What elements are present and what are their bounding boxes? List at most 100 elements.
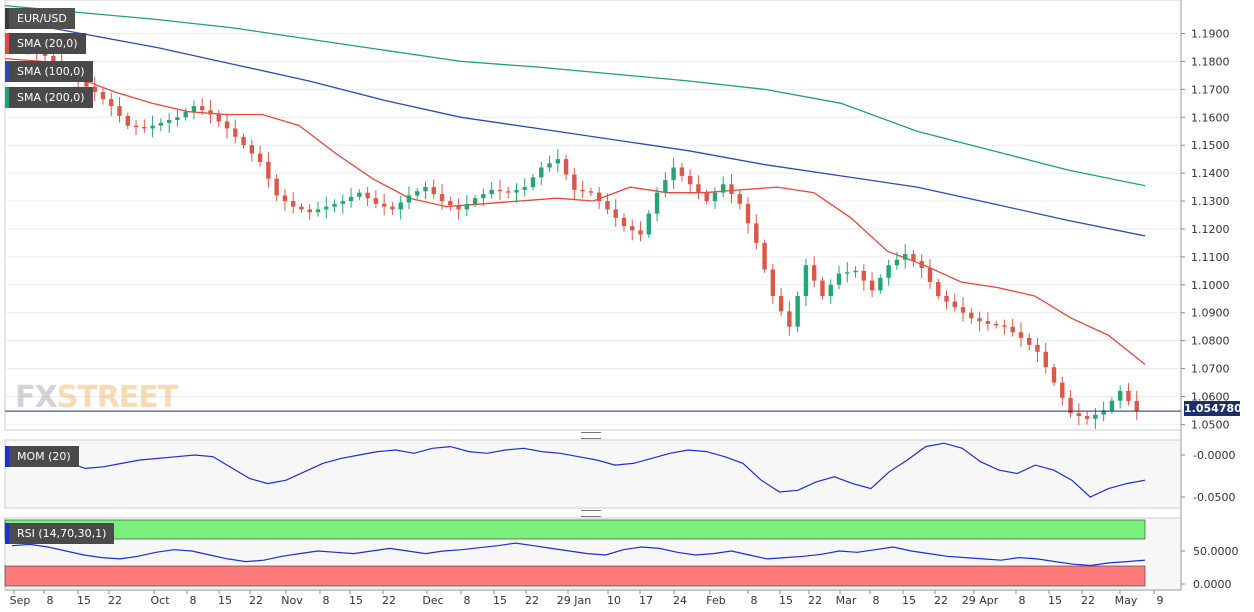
candle-down [944, 295, 949, 302]
candle-up [1093, 414, 1098, 419]
candle-down [911, 254, 916, 262]
candle-down [613, 209, 618, 218]
x-tick-label: 15 [1048, 594, 1062, 607]
x-tick-label: 8 [190, 594, 197, 607]
candle-up [406, 195, 412, 203]
grid [4, 0, 1182, 591]
candle-up [332, 203, 337, 207]
candle-down [1084, 416, 1090, 419]
rsi-tick-label: 50.0000 [1193, 545, 1239, 558]
candle-down [381, 203, 387, 207]
candle-down [290, 201, 296, 207]
candle-down [729, 184, 734, 195]
x-tick-label: 15 [349, 594, 363, 607]
candle-down [125, 115, 130, 126]
candle-down [588, 191, 594, 193]
y-tick-label: 1.1900 [1191, 28, 1230, 41]
sma-100-path [4, 18, 1146, 237]
candle-down [927, 268, 933, 283]
y-tick-label: 1.1500 [1191, 139, 1230, 152]
candle-up [646, 213, 651, 235]
candle-up [514, 189, 519, 193]
candle-down [109, 99, 114, 107]
candle-up [803, 265, 809, 296]
rsi-tick-label: 0.0000 [1193, 578, 1232, 591]
x-tick-label: 15 [218, 594, 232, 607]
candle-down [266, 161, 271, 179]
panel-resize-handle-1[interactable] [581, 432, 601, 439]
x-tick-label: Dec [422, 594, 443, 607]
candle-down [762, 242, 767, 270]
candle-down [754, 223, 759, 243]
candle-up [158, 122, 164, 126]
candle-up [191, 106, 197, 112]
mom-label: MOM (20) [5, 446, 79, 467]
x-tick-label: 22 [934, 594, 948, 607]
sma-200-line [4, 4, 1146, 187]
sma-100-line [4, 18, 1146, 237]
x-tick-label: 15 [779, 594, 793, 607]
candle-down [621, 217, 627, 227]
candle-up [894, 259, 900, 266]
candle-up [555, 159, 561, 164]
candle-up [315, 209, 321, 213]
candle-up [845, 272, 850, 274]
y-tick-label: 1.0900 [1191, 307, 1230, 320]
x-tick-label: 8 [1019, 594, 1026, 607]
candle-up [878, 277, 883, 291]
x-tick-label: Oct [150, 594, 170, 607]
price-axis: 1.1900 1.1800 1.1700 1.1600 1.1500 1.1400 1.13… [1180, 0, 1230, 590]
candle-down [208, 110, 213, 115]
candle-down [200, 106, 205, 111]
candle-down [142, 127, 147, 129]
rsi-oversold-zone [4, 565, 1146, 587]
y-tick-label: 1.1700 [1191, 83, 1230, 96]
candle-down [1068, 397, 1073, 414]
candle-down [605, 201, 610, 210]
candle-down [497, 189, 503, 192]
candle-down [224, 121, 230, 129]
sma-200-path [4, 4, 1146, 187]
candle-up [489, 189, 494, 195]
x-tick-label: 29 Jan [557, 594, 591, 607]
y-tick-label: 1.1000 [1191, 279, 1230, 292]
rsi-overbought-zone [4, 519, 1146, 540]
candle-up [340, 201, 346, 204]
candle-up [481, 194, 486, 199]
mom-panel-bg [4, 439, 1182, 509]
candle-down [985, 321, 991, 324]
candle-down [431, 187, 436, 195]
y-tick-label: 1.0500 [1191, 418, 1230, 431]
candle-down [580, 189, 585, 192]
x-tick-label: 22 [249, 594, 263, 607]
y-tick-label: 1.1300 [1191, 195, 1230, 208]
candle-down [299, 206, 304, 210]
x-tick-label: 22 [1081, 594, 1095, 607]
candle-down [704, 192, 709, 202]
candle-down [919, 261, 924, 269]
panel-resize-handle-2[interactable] [581, 510, 601, 517]
candle-down [1043, 351, 1048, 368]
candle-down [117, 106, 122, 116]
candle-down [257, 153, 263, 162]
x-tick-label: 8 [751, 594, 758, 607]
candle-down [92, 86, 97, 93]
candle-down [638, 230, 643, 235]
watermark-street: STREET [56, 380, 179, 415]
y-tick-label: 1.1400 [1191, 167, 1230, 180]
x-tick-label: 8 [464, 594, 471, 607]
y-tick-label: 1.1600 [1191, 111, 1230, 124]
candle-up [530, 177, 536, 188]
sma100-legend: SMA (100,0) [5, 61, 93, 82]
x-tick-label: May [1115, 594, 1138, 607]
mom-tick-label: -0.0500 [1193, 491, 1235, 504]
candle-up [886, 265, 891, 278]
candle-up [166, 120, 172, 123]
candle-down [1076, 413, 1082, 417]
candle-down [969, 312, 974, 319]
candle-down [596, 192, 602, 202]
x-tick-label: 29 Apr [962, 594, 999, 607]
candle-down [51, 55, 56, 63]
mom-tick-label: -0.0000 [1193, 449, 1235, 462]
